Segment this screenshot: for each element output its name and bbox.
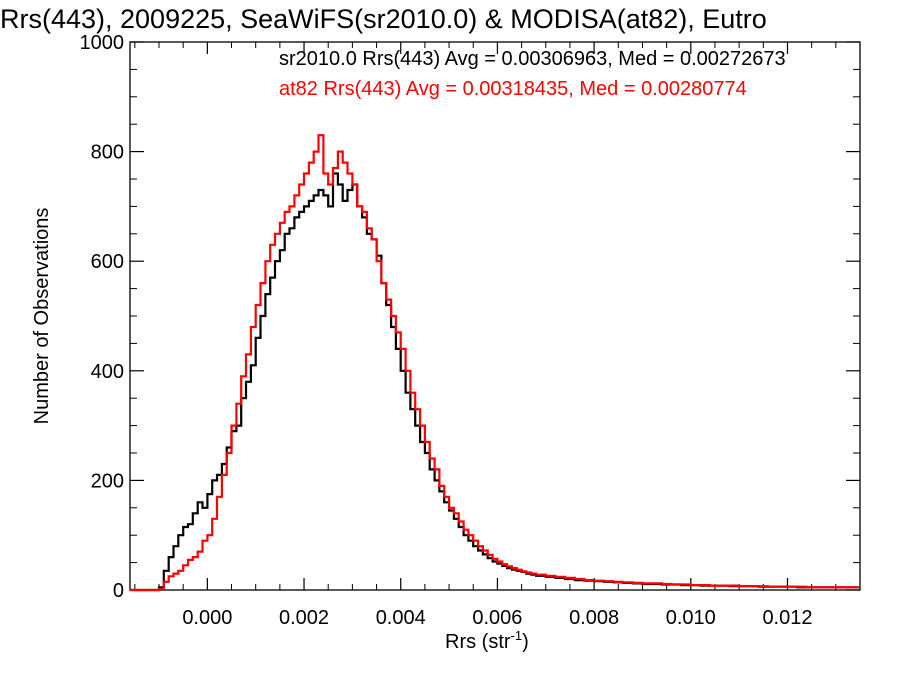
x-tick-label: 0.000 (182, 607, 232, 629)
annotation-sr2010: sr2010.0 Rrs(443) Avg = 0.00306963, Med … (279, 48, 786, 70)
x-axis-label-superscript: -1 (511, 628, 523, 643)
x-tick-label: 0.002 (279, 607, 329, 629)
annotation-at82: at82 Rrs(443) Avg = 0.00318435, Med = 0.… (279, 78, 747, 100)
y-axis: 0 200 400 600 800 1000 (80, 32, 860, 602)
y-axis-label: Number of Observations (31, 208, 53, 425)
x-axis-label-main: Rrs (str (445, 631, 511, 653)
series-at82-line (130, 134, 860, 592)
x-axis-label: Rrs (str-1) (445, 628, 529, 653)
y-tick-label: 1000 (80, 32, 125, 54)
x-tick-label: 0.004 (376, 607, 426, 629)
x-tick-label: 0.012 (762, 607, 812, 629)
series-layer (130, 134, 860, 592)
x-tick-label: 0.006 (472, 607, 522, 629)
x-tick-label: 0.010 (666, 607, 716, 629)
y-tick-label: 600 (91, 251, 124, 273)
series-sr2010-line (130, 172, 860, 592)
plot-frame (129, 41, 861, 591)
x-axis: 0.000 0.002 0.004 0.006 0.008 0.010 0.012 (134, 42, 861, 629)
y-tick-label: 0 (113, 580, 124, 602)
y-tick-label: 200 (91, 470, 124, 492)
x-tick-label: 0.008 (569, 607, 619, 629)
chart-title: Rrs(443), 2009225, SeaWiFS(sr2010.0) & M… (0, 4, 767, 34)
y-tick-label: 800 (91, 142, 124, 164)
x-axis-label-tail: ) (522, 631, 529, 653)
y-tick-label: 400 (91, 361, 124, 383)
